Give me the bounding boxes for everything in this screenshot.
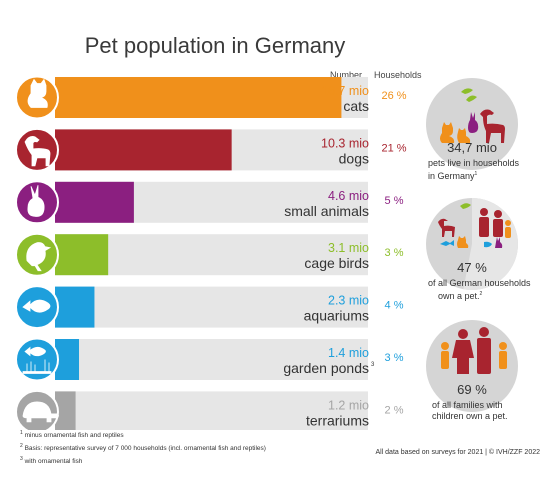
category-label: cats <box>343 98 369 114</box>
stat-circle-total-pets: 34,7 mio <box>424 76 520 172</box>
dog-icon <box>480 109 505 143</box>
column-header-number: Number <box>330 70 363 80</box>
value-label: 4.6 mio <box>328 189 369 203</box>
pond-fish-icon <box>22 346 52 374</box>
bar-cats <box>55 77 342 118</box>
rabbit-icon <box>468 112 479 133</box>
households-label: 2 % <box>385 404 404 416</box>
households-label: 5 % <box>385 195 404 207</box>
parrot-icon <box>461 88 477 102</box>
footnote-3: 3 with ornamental fish <box>20 454 266 467</box>
value-label: 1.2 mio <box>328 398 369 412</box>
value-label: 16.7 mio <box>321 84 369 98</box>
stat-caption: pets live in households in Germany1 <box>428 158 543 182</box>
column-header-households: Households <box>374 70 422 80</box>
footnote-mark: 1 <box>474 171 478 177</box>
value-label: 1.4 mio <box>328 346 369 360</box>
category-label: small animals <box>284 203 369 219</box>
stat-caption: of all families with children own a pet. <box>428 400 543 422</box>
page-title: Pet population in Germany <box>84 33 346 58</box>
households-label: 4 % <box>385 300 404 312</box>
footnote-mark: 2 <box>479 291 483 297</box>
footnote-mark: 3 <box>20 456 23 463</box>
caption-line: children own a pet. <box>432 411 508 421</box>
circle-background <box>426 78 518 170</box>
bar-track <box>55 339 368 380</box>
households-label: 3 % <box>385 352 404 364</box>
child-icon <box>505 220 511 238</box>
footnote-mark: 2 <box>20 443 23 450</box>
value-label: 3.1 mio <box>328 241 369 255</box>
footnote-mark: 3 <box>371 362 375 368</box>
cat-icon <box>27 78 48 108</box>
stat-value: 69 % <box>457 382 487 397</box>
bird-icon <box>26 242 52 272</box>
family-icon <box>479 208 503 237</box>
category-label: terrariums <box>306 412 369 428</box>
caption-line: own a pet. <box>438 291 480 301</box>
value-label: 10.3 mio <box>321 136 369 150</box>
category-label: aquariums <box>304 308 369 324</box>
pets-icon <box>438 203 503 248</box>
category-label: dogs <box>339 150 369 166</box>
households-label: 26 % <box>381 90 406 102</box>
households-label: 3 % <box>385 247 404 259</box>
source-note: All data based on surveys for 2021 | © I… <box>375 449 540 456</box>
caption-line: in Germany <box>428 171 475 181</box>
bar-track <box>55 286 368 328</box>
footnote-1: 1 minus ornamental fish and reptiles <box>20 428 266 441</box>
stat-circle-families: 69 % <box>424 318 520 414</box>
cats-icon <box>440 122 471 143</box>
category-label: cage birds <box>304 255 369 271</box>
footnote-2: 2 Basis: representative survey of 7 000 … <box>20 441 266 454</box>
bar-small-animals <box>55 181 134 223</box>
footnote-text: with ornamental fish <box>22 458 83 466</box>
bar-track <box>55 391 368 430</box>
footnotes: 1 minus ornamental fish and reptiles 2 B… <box>20 428 266 467</box>
caption-line: of all German households <box>428 278 531 288</box>
stat-caption: of all German households own a pet.2 <box>428 278 543 302</box>
circle-background <box>426 198 518 290</box>
stat-value: 47 % <box>457 260 487 275</box>
circle-background <box>426 320 518 412</box>
footnote-mark: 1 <box>20 430 23 436</box>
category-label: garden ponds <box>283 360 369 376</box>
bar-cage-birds <box>55 234 109 276</box>
family-icon <box>441 327 507 374</box>
bar-garden-ponds <box>55 339 80 380</box>
dog-icon <box>24 136 51 167</box>
stat-circle-households: 47 % <box>424 196 520 292</box>
fish-icon <box>22 299 51 313</box>
footnote-text: minus ornamental fish and reptiles <box>22 432 124 440</box>
caption-line: of all families with <box>432 400 503 410</box>
stat-value: 34,7 mio <box>447 140 497 155</box>
footnote-text: Basis: representative survey of 7 000 ho… <box>22 445 266 453</box>
households-label: 21 % <box>381 142 406 154</box>
rabbit-icon <box>27 185 45 217</box>
bar-aquariums <box>55 286 95 328</box>
caption-line: pets live in households <box>428 158 520 168</box>
icon-circle <box>15 337 59 382</box>
value-label: 2.3 mio <box>328 294 369 308</box>
bar-terrariums <box>55 391 76 430</box>
bar-dogs <box>55 129 232 171</box>
turtle-icon <box>22 401 59 423</box>
